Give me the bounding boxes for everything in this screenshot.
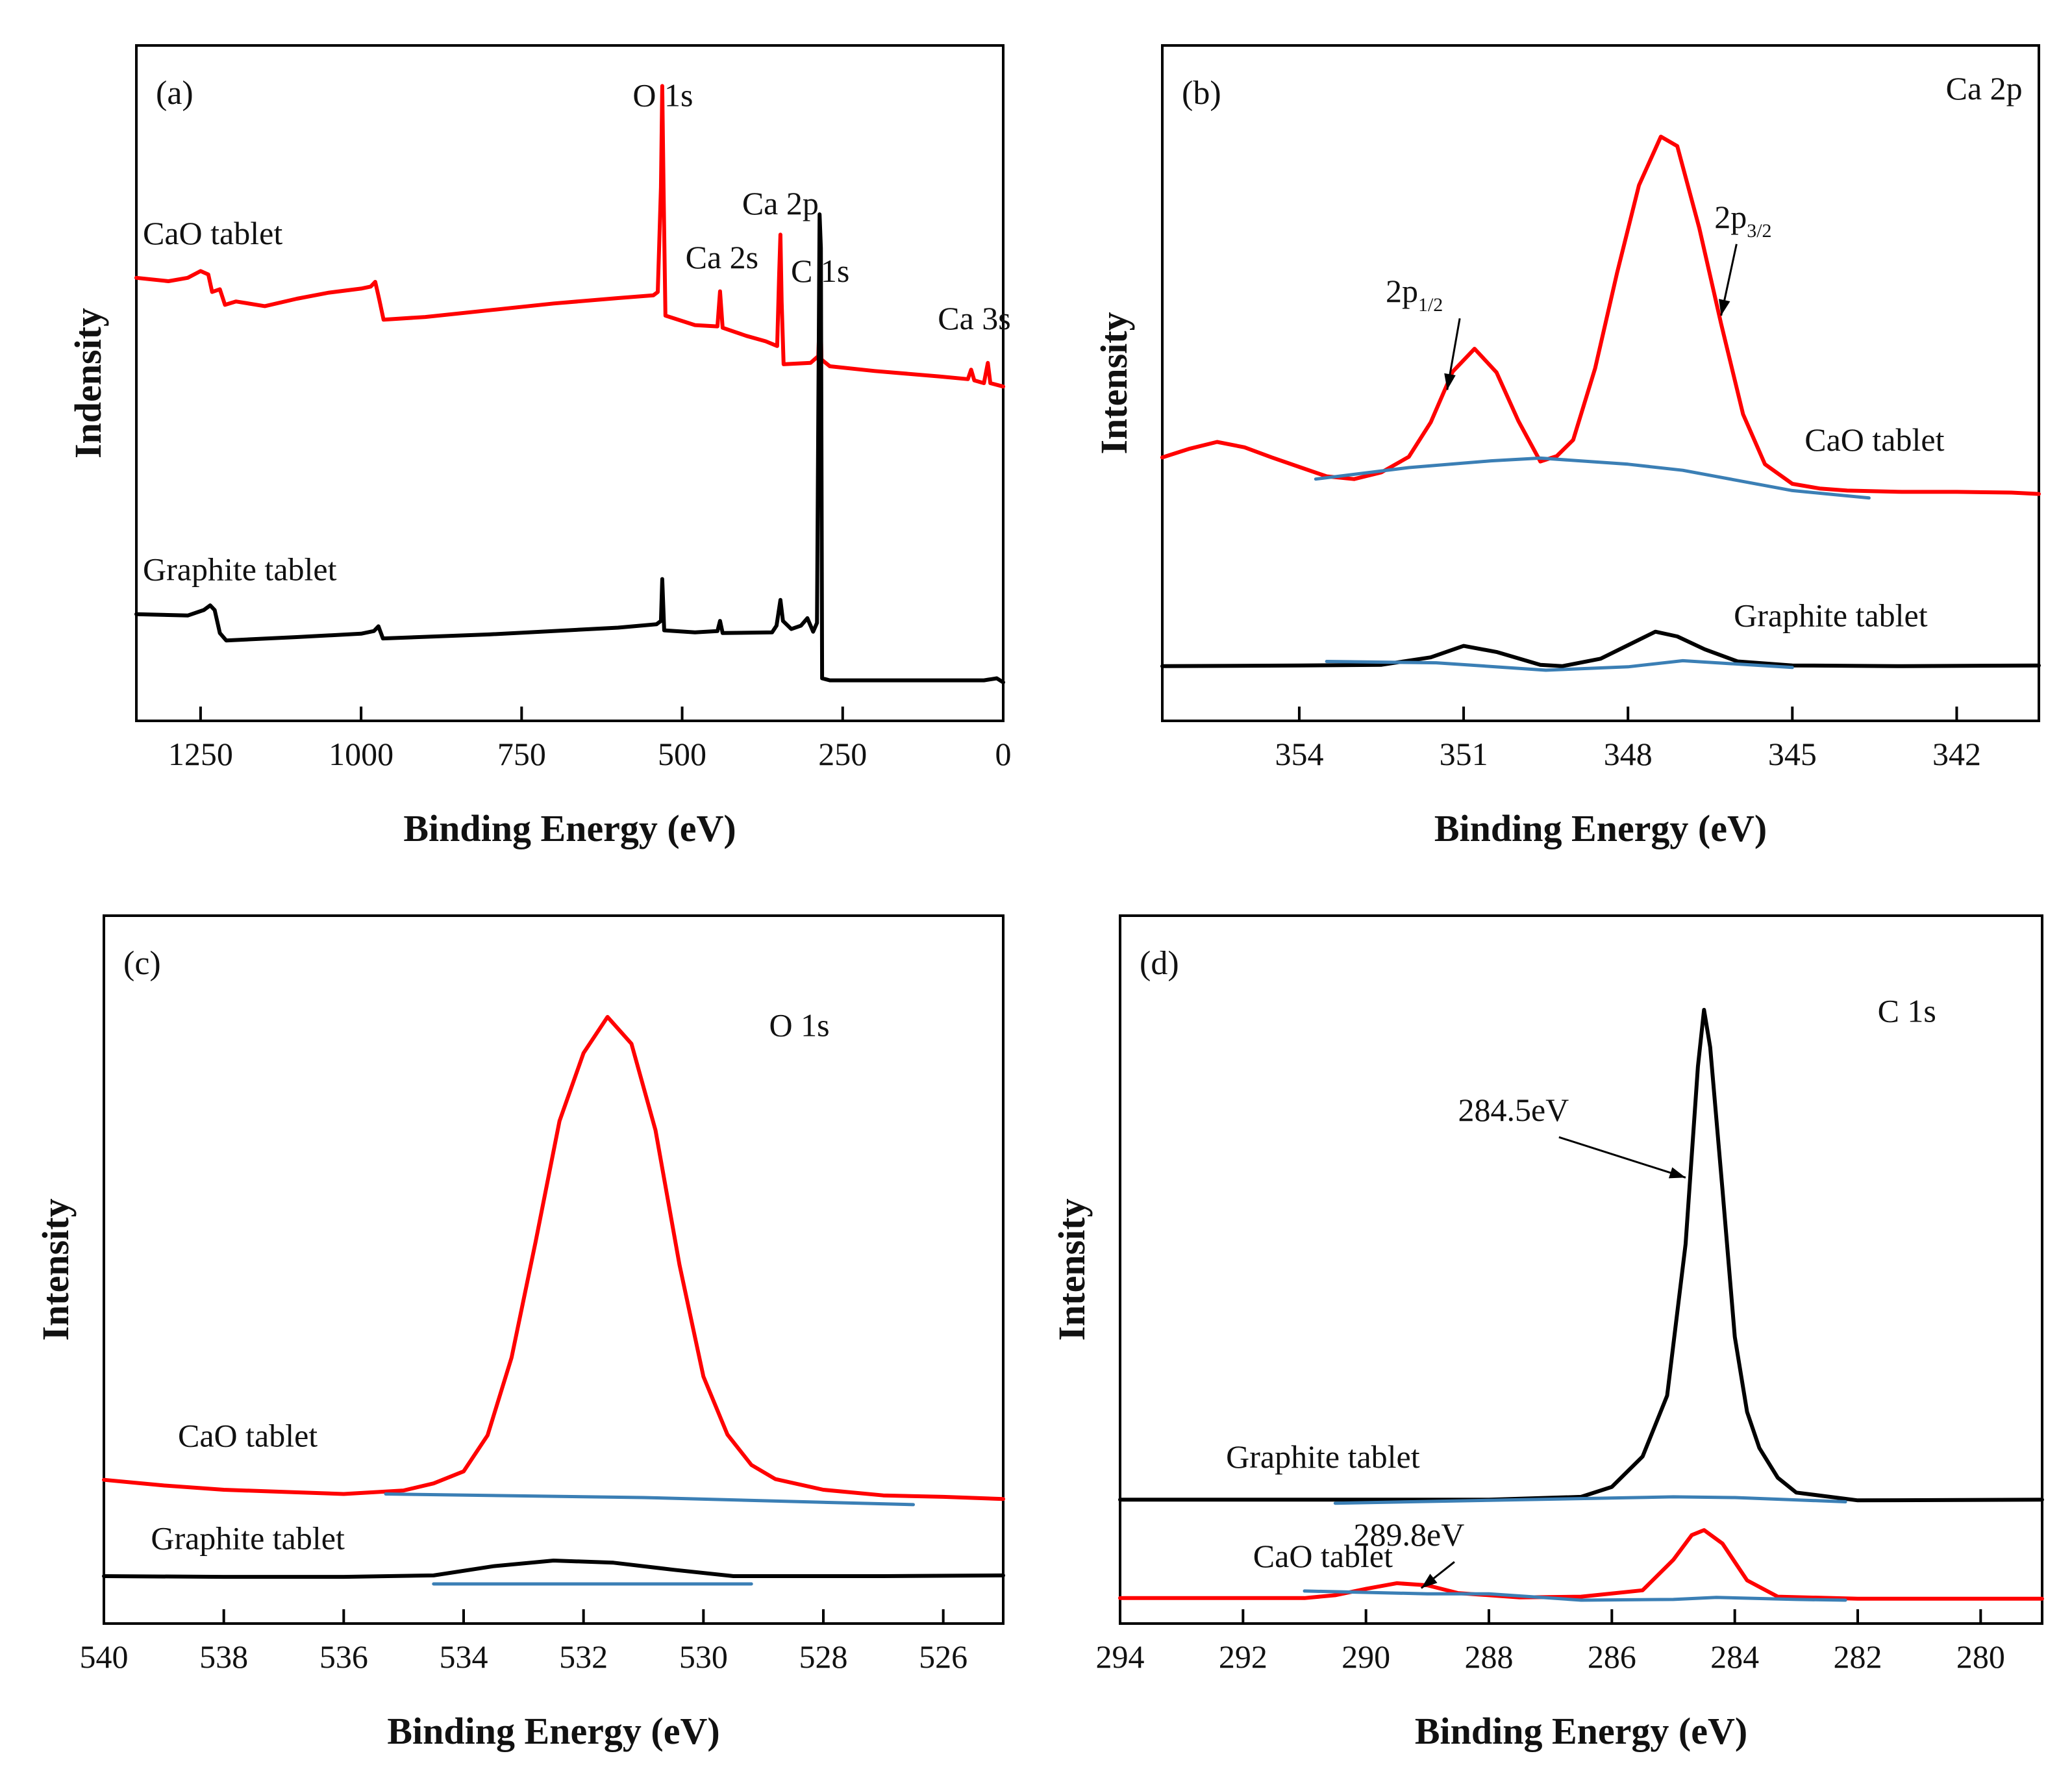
annotation-arrowhead — [1444, 373, 1456, 390]
x-tick-label: 284 — [1710, 1638, 1759, 1675]
series-label-graphite-tablet: Graphite tablet — [1734, 597, 1928, 633]
panel-a: 1250 1000 750 500 250 0 Binding Energy (eV) Ind… — [67, 44, 1012, 849]
panel-label: (d) — [1140, 945, 1179, 982]
series-cao-tablet — [102, 1014, 1005, 1501]
y-axis-label: Indensity — [67, 308, 109, 458]
x-tick-label: 351 — [1440, 736, 1488, 772]
x-axis-label: Binding Energy (eV) — [387, 1710, 719, 1752]
panel-label: (a) — [156, 75, 193, 112]
panel-b: 354 351 348 345 342 Binding Energy (eV) Intens… — [1093, 44, 2041, 849]
x-tick-label: 500 — [658, 736, 706, 772]
series-cao-tablet-baseline — [1303, 1589, 1847, 1602]
x-axis-label: Binding Energy (eV) — [403, 807, 736, 849]
x-axis-ticks — [1119, 1609, 1982, 1624]
x-tick-label: 1250 — [168, 736, 233, 772]
series-label-cao-tablet: CaO tablet — [1253, 1538, 1393, 1574]
annotation-289-8ev: 289.8eV — [1354, 1516, 1465, 1553]
x-tick-label: 294 — [1096, 1638, 1145, 1675]
series-graphite-tablet-baseline — [1325, 659, 1794, 672]
annotation-subscript: 3/2 — [1747, 220, 1771, 242]
series-graphite-tablet — [1160, 629, 2041, 668]
x-axis-label: Binding Energy (eV) — [1434, 807, 1767, 849]
x-tick-label: 288 — [1465, 1638, 1514, 1675]
x-tick-label: 280 — [1956, 1638, 2005, 1675]
annotation-o-1s: O 1s — [632, 77, 693, 114]
annotation-284-5ev: 284.5eV — [1458, 1092, 1569, 1128]
series-label-graphite-tablet: Graphite tablet — [143, 551, 337, 588]
series-graphite-tablet — [102, 1559, 1005, 1579]
annotation-o-1s: O 1s — [769, 1007, 830, 1043]
x-tick-label: 250 — [818, 736, 867, 772]
plot-frame — [103, 914, 1005, 1625]
panel-d: 294 292 290 288 286 284 282 280 Binding Energy (… — [1051, 914, 2044, 1752]
x-tick-label: 538 — [199, 1638, 248, 1675]
x-tick-label: 282 — [1834, 1638, 1882, 1675]
x-tick-label: 0 — [995, 736, 1012, 772]
y-axis-label: Intensity — [1051, 1198, 1093, 1340]
x-tick-label: 534 — [440, 1638, 488, 1675]
annotation-2p: 2p1/2 — [1386, 273, 1443, 316]
series-graphite-tablet — [1118, 1008, 2044, 1503]
panel-label: (b) — [1182, 75, 1221, 112]
panel-label: (c) — [123, 945, 161, 982]
annotation-c-1s: C 1s — [1878, 993, 1936, 1029]
annotation-ca-2s: Ca 2s — [686, 239, 759, 275]
series-label-graphite-tablet: Graphite tablet — [151, 1520, 345, 1557]
x-tick-label: 1000 — [329, 736, 393, 772]
x-tick-label: 342 — [1932, 736, 1981, 772]
x-tick-label: 292 — [1219, 1638, 1267, 1675]
annotation-subscript: 1/2 — [1418, 294, 1443, 316]
annotation-arrow — [1558, 1136, 1686, 1179]
x-tick-label: 354 — [1275, 736, 1323, 772]
y-axis-label: Intensity — [34, 1198, 77, 1340]
annotation-arrowhead — [1668, 1167, 1686, 1179]
x-tick-label: 348 — [1604, 736, 1653, 772]
series-cao-tablet — [134, 84, 1005, 389]
series-label-cao-tablet: CaO tablet — [178, 1418, 318, 1454]
x-tick-label: 530 — [679, 1638, 728, 1675]
x-axis-ticks — [103, 1609, 945, 1624]
series-cao-tablet — [1118, 1528, 2044, 1601]
x-axis-ticks — [1297, 707, 1958, 721]
x-tick-label: 345 — [1768, 736, 1817, 772]
x-tick-label: 540 — [80, 1638, 129, 1675]
x-tick-label: 290 — [1342, 1638, 1390, 1675]
series-label-graphite-tablet: Graphite tablet — [1226, 1438, 1420, 1475]
series-cao-tablet-baseline — [384, 1492, 915, 1507]
x-tick-label: 526 — [919, 1638, 967, 1675]
annotation-ca-3s: Ca 3s — [938, 300, 1011, 336]
plot-frame — [1161, 44, 2040, 722]
series-label-cao-tablet: CaO tablet — [1804, 421, 1944, 458]
x-tick-label: 532 — [559, 1638, 608, 1675]
annotation-arrowhead — [1421, 1574, 1438, 1588]
x-axis-label: Binding Energy (eV) — [1415, 1710, 1747, 1752]
annotation-c-1s: C 1s — [791, 253, 849, 289]
x-tick-label: 536 — [319, 1638, 368, 1675]
panel-c: 540 538 536 534 532 530 528 526 Binding Energy (… — [34, 914, 1005, 1752]
annotation-ca-2p: Ca 2p — [742, 185, 819, 221]
plot-frame — [135, 44, 1005, 722]
y-axis-label: Intensity — [1093, 312, 1135, 454]
annotation-arrowhead — [1719, 299, 1730, 316]
series-graphite-tablet-baseline — [1333, 1495, 1847, 1505]
x-axis-ticks — [199, 707, 1005, 721]
annotation-ca-2p: Ca 2p — [1946, 70, 2023, 107]
series-cao-tablet-baseline — [1314, 456, 1871, 500]
series-cao-tablet — [1160, 134, 2041, 496]
x-tick-label: 750 — [497, 736, 546, 772]
x-tick-label: 286 — [1588, 1638, 1636, 1675]
series-graphite-tablet — [134, 212, 1005, 684]
x-tick-label: 528 — [799, 1638, 848, 1675]
plot-frame — [1119, 914, 2043, 1625]
series-label-cao-tablet: CaO tablet — [143, 215, 282, 251]
